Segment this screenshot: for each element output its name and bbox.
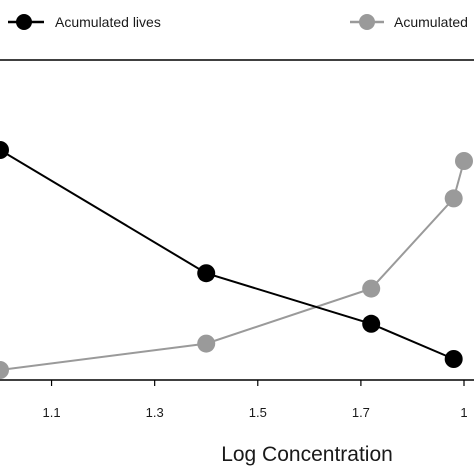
legend: Acumulated lives Acumulated xyxy=(8,14,468,30)
x-tick-label: 1.5 xyxy=(249,405,267,420)
x-tick-label: 1 xyxy=(460,405,467,420)
legend-marker-deaths xyxy=(359,14,375,30)
point-deaths-4 xyxy=(455,152,473,170)
legend-marker-lives xyxy=(16,14,32,30)
x-tick-label: 1.7 xyxy=(352,405,370,420)
x-tick-label: 1.3 xyxy=(146,405,164,420)
point-deaths-0 xyxy=(0,361,9,379)
x-axis-label: Log Concentration xyxy=(221,443,393,466)
point-lives-0 xyxy=(0,141,9,159)
point-deaths-1 xyxy=(197,334,216,353)
series-markers xyxy=(0,141,473,379)
legend-label-lives: Acumulated lives xyxy=(55,14,161,30)
point-deaths-3 xyxy=(444,189,463,208)
series-line-lives xyxy=(0,149,455,360)
point-lives-1 xyxy=(197,264,216,283)
x-tick-label: 1.1 xyxy=(43,405,61,420)
point-lives-2 xyxy=(362,314,381,333)
x-axis-ticks: 1.1 1.3 1.5 1.7 1 xyxy=(43,380,468,420)
legend-label-deaths: Acumulated xyxy=(394,14,468,30)
point-deaths-2 xyxy=(362,279,381,298)
point-lives-3 xyxy=(444,350,463,368)
plot-frame xyxy=(0,59,474,381)
